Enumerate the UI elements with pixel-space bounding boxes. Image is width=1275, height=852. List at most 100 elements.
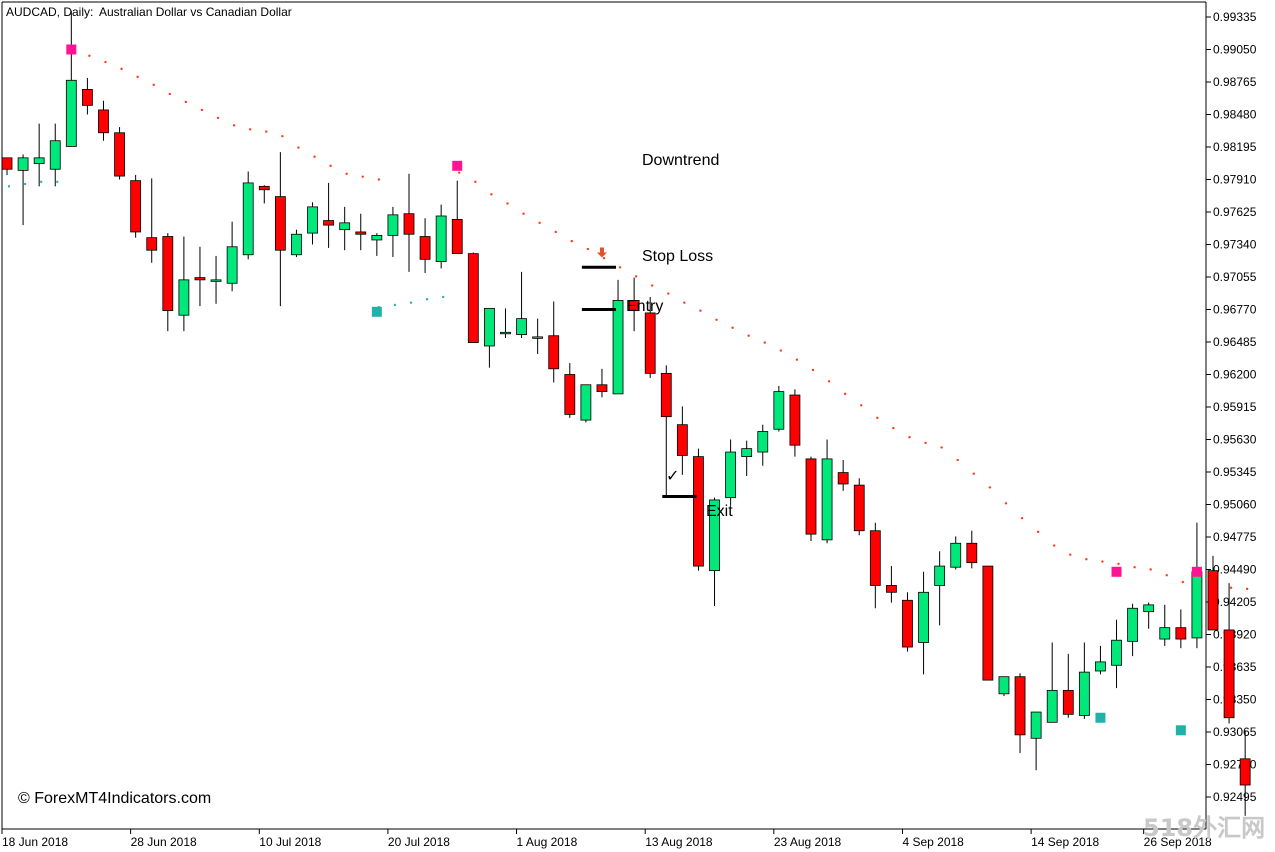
corner-watermark: 518外汇网 [1143, 814, 1265, 842]
candle-bear [789, 394, 801, 446]
candle-bear [1014, 676, 1026, 736]
candle-bull [435, 215, 447, 263]
psar-dot-bear [249, 128, 252, 131]
x-tick-label: 1 Aug 2018 [517, 835, 578, 849]
y-tick-label: 0.93350 [1213, 693, 1257, 707]
annotation-exit: Exit [706, 503, 733, 520]
psar-dot-bear [1101, 560, 1104, 563]
psar-dot-bear [265, 130, 268, 133]
candle-bull [934, 565, 946, 586]
candle-bear [902, 599, 913, 648]
psar-dot-bear [876, 416, 879, 420]
psar-dot-bear [908, 436, 911, 439]
psar-dot-bull [441, 295, 445, 299]
candle-bear [194, 277, 206, 281]
psar-dot-bear [490, 193, 493, 196]
x-tick-label: 28 Jun 2018 [131, 835, 197, 849]
candle-bear [274, 196, 286, 251]
candle-bull [1046, 689, 1058, 723]
candle-bear [1175, 627, 1187, 640]
psar-dot-bear [104, 60, 107, 64]
y-tick-label: 0.98765 [1213, 75, 1257, 89]
psar-dot-bear [731, 326, 734, 329]
y-tick-label: 0.93065 [1213, 725, 1257, 739]
candle-bull [709, 499, 720, 572]
psar-dot-bear [120, 67, 123, 71]
psar-dot-bear [1229, 586, 1233, 589]
candle-bear [114, 132, 125, 177]
psar-dot-bear [506, 202, 509, 205]
y-tick-label: 0.96485 [1213, 335, 1257, 349]
y-tick-label: 0.98480 [1213, 108, 1257, 122]
candle-bull [65, 79, 77, 147]
candle-bull [612, 299, 624, 395]
y-tick-label: 0.97340 [1213, 238, 1257, 252]
psar-dot-bear [1133, 566, 1136, 569]
candle-bear [966, 542, 978, 564]
candle-bull [1127, 607, 1138, 642]
psar-dot-bull [7, 185, 11, 188]
candle-bear [660, 372, 672, 418]
candle-bull [1191, 571, 1203, 639]
y-tick-label: 0.99050 [1213, 43, 1257, 57]
candle-bull [821, 458, 833, 541]
psar-dot-bear [329, 164, 332, 168]
psar-dot-bear [843, 392, 847, 396]
sell-arrow-icon [596, 247, 607, 258]
psar-dot-bear [651, 284, 654, 287]
y-tick-label: 0.95060 [1213, 498, 1257, 512]
x-tick-label: 18 Jun 2018 [2, 835, 68, 849]
psar-dot-bear [152, 83, 155, 87]
psar-dot-bear [1245, 587, 1249, 591]
psar-dot-bear [1053, 544, 1056, 547]
annotation-downtrend: Downtrend [642, 152, 719, 169]
psar-dots [7, 50, 1249, 591]
chart-header-symbol: AUDCAD, Daily: [6, 5, 93, 19]
psar-dot-bear [795, 358, 799, 361]
psar-dot-bear [200, 108, 204, 112]
y-tick-label: 0.99335 [1213, 10, 1257, 24]
psar-dot-bear [747, 334, 750, 337]
psar-dot-bear [184, 100, 188, 104]
candle-bear [419, 236, 431, 260]
psar-dot-bear [377, 178, 381, 181]
psar-dot-bear [1004, 502, 1008, 505]
candle-bull [210, 279, 222, 282]
psar-dot-bear [1149, 568, 1152, 571]
psar-dot-bear [313, 155, 316, 158]
psar-dot-bear [972, 472, 975, 475]
y-tick-label: 0.95345 [1213, 465, 1257, 479]
psar-dot-bull [39, 180, 43, 183]
psar-dot-bear [522, 212, 525, 215]
candle-bear [628, 299, 640, 312]
candle-bull [483, 307, 495, 347]
candle-bull [33, 157, 45, 164]
candle-bear [886, 585, 897, 593]
candle-bear [146, 237, 158, 251]
annotation-stop-loss: Stop Loss [642, 248, 713, 265]
psar-dot-bear [281, 134, 284, 138]
candle-bull [1078, 671, 1090, 716]
x-tick-label: 13 Aug 2018 [645, 835, 713, 849]
candle-bear [258, 185, 270, 191]
psar-dot-bear [216, 116, 220, 120]
psar-dot-bull [393, 303, 397, 307]
psar-dot-bear [1020, 516, 1024, 520]
x-axis: 18 Jun 2018 28 Jun 2018 10 Jul 2018 20 Jul … [1, 829, 1212, 849]
candle-bear [693, 456, 704, 567]
candle-bear [130, 180, 142, 233]
candle-bull [49, 140, 61, 170]
candle-bear [451, 219, 463, 255]
y-tick-label: 0.97625 [1213, 205, 1257, 219]
x-tick-label: 26 Sep 2018 [1144, 835, 1212, 849]
psar-dot-bear [554, 230, 557, 234]
y-tick-label: 0.92495 [1213, 790, 1257, 804]
candle-bull [918, 591, 929, 643]
psar-dot-bear [811, 368, 815, 372]
candle-bear [1207, 570, 1219, 631]
y-tick-label: 0.97910 [1213, 173, 1257, 187]
psar-dot-bear [297, 146, 300, 149]
psar-dot-bear [232, 124, 236, 127]
copyright-watermark: © ForexMT4Indicators.com [18, 790, 211, 807]
